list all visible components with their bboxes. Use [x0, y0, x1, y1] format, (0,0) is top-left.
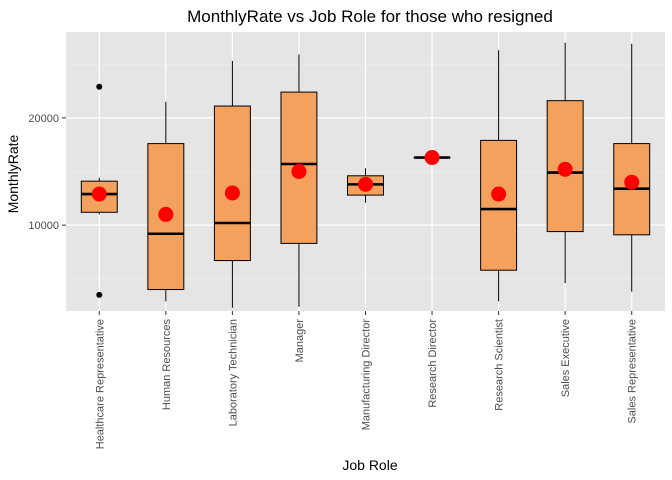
outlier-point — [96, 291, 103, 298]
box-group — [413, 150, 451, 166]
mean-point — [291, 164, 307, 179]
x-tick-label: Manager — [294, 319, 306, 363]
y-tick-label: 20000 — [28, 113, 59, 125]
mean-point — [557, 161, 573, 177]
x-tick-label: Human Resources — [161, 319, 173, 411]
x-axis-title: Job Role — [342, 457, 397, 473]
x-tick-label: Research Director — [427, 319, 439, 408]
boxes-layer — [80, 42, 651, 308]
box-group — [480, 50, 518, 302]
x-tick-label: Manufacturing Director — [361, 319, 373, 431]
mean-point — [91, 186, 107, 202]
mean-point — [491, 186, 507, 202]
box-group — [147, 101, 185, 302]
outlier-point — [96, 83, 103, 90]
chart-title: MonthlyRate vs Job Role for those who re… — [187, 7, 553, 26]
y-axis: 10000 20000 — [28, 113, 66, 232]
x-tick-label: Laboratory Technician — [227, 319, 239, 426]
mean-point — [358, 176, 373, 192]
box-group — [280, 54, 318, 307]
mean-point — [224, 185, 240, 201]
mean-point — [158, 206, 174, 222]
box — [480, 139, 518, 271]
x-tick-label: Sales Executive — [560, 319, 572, 397]
y-axis-title: MonthlyRate — [5, 134, 21, 213]
y-tick-label: 10000 — [28, 220, 59, 232]
x-tick-label: Research Scientist — [494, 319, 506, 411]
box-group — [213, 60, 251, 308]
x-tick-label: Sales Representative — [627, 319, 639, 424]
box-group — [546, 42, 584, 284]
box — [213, 105, 251, 262]
x-tick-label: Healthcare Representative — [94, 319, 106, 449]
box-group — [613, 43, 651, 292]
mean-point — [424, 150, 440, 166]
box-group — [80, 83, 118, 298]
box-group — [347, 168, 384, 203]
x-axis: Healthcare Representative Human Resources… — [94, 311, 639, 449]
mean-point — [624, 174, 640, 190]
